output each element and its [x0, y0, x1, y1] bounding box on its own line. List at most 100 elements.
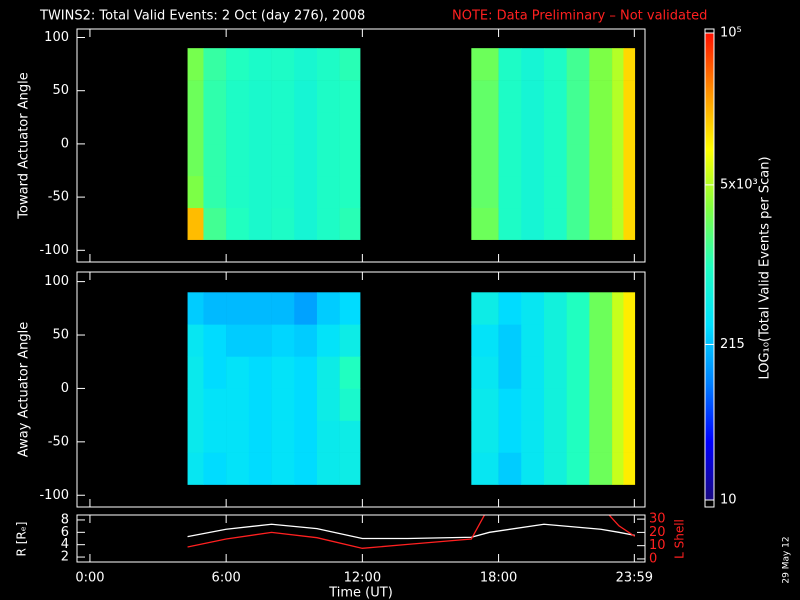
heatmap-cell [612, 143, 624, 177]
heatmap-cell [612, 80, 624, 113]
heatmap-cell [187, 207, 204, 240]
heatmap-cell [623, 207, 636, 240]
y-tick-label: 8 [61, 512, 69, 527]
heatmap-cell [623, 292, 636, 325]
heatmap-cell [612, 356, 624, 389]
y-tick-label: -100 [39, 488, 69, 503]
x-tick-label: 0:00 [75, 571, 104, 586]
heatmap-cell [226, 388, 250, 421]
heatmap-cell [471, 356, 499, 389]
heatmap-cell [471, 48, 499, 81]
heatmap-cell [521, 356, 545, 389]
x-axis-label: Time (UT) [328, 586, 393, 600]
heatmap-cell [471, 207, 499, 240]
heatmap-cell [316, 111, 340, 145]
heatmap-cell [203, 388, 227, 421]
y-tick-label: 30 [649, 512, 666, 527]
heatmap-cell [623, 48, 636, 81]
heatmap-cell [589, 111, 613, 145]
heatmap-cell [226, 80, 250, 113]
heatmap-cell [187, 452, 204, 485]
heatmap-cell [226, 111, 250, 145]
heatmap-cell [498, 207, 522, 240]
heatmap-cell [543, 388, 567, 421]
y2-axis-label: L Shell [673, 519, 687, 559]
panel-frame [76, 514, 646, 563]
note: NOTE: Data Preliminary – Not validated [452, 9, 707, 24]
heatmap-cell [226, 324, 250, 357]
heatmap-cell [226, 356, 250, 389]
heatmap-cell [589, 175, 613, 209]
heatmap-cell [521, 111, 545, 145]
y-axis-label: R [Rₑ] [15, 522, 29, 557]
heatmap-cell [203, 452, 227, 485]
panel-frame [76, 271, 646, 508]
heatmap-cell [612, 452, 624, 485]
heatmap-cell [543, 207, 567, 240]
heatmap-cell [566, 111, 590, 145]
heatmap-cell [471, 324, 499, 357]
heatmap-cell [521, 388, 545, 421]
y-tick-label: -100 [39, 243, 69, 258]
heatmap-cell [248, 324, 272, 357]
heatmap-cell [226, 420, 250, 453]
heatmap-cell [294, 356, 318, 389]
colorbar-frame [704, 28, 715, 508]
y-axis-label: Toward Actuator Angle [17, 72, 32, 219]
y-tick-label: 50 [52, 83, 69, 98]
heatmap-cell [316, 324, 340, 357]
heatmap-cell [471, 420, 499, 453]
heatmap-cell [294, 207, 318, 240]
heatmap-cell [316, 48, 340, 81]
heatmap-cell [187, 356, 204, 389]
x-tick-label: 6:00 [212, 571, 241, 586]
colorbar-tick-label: 215 [720, 337, 745, 352]
heatmap-cell [521, 207, 545, 240]
heatmap-cell [623, 420, 636, 453]
heatmap-cell [187, 388, 204, 421]
heatmap-cell [339, 324, 361, 357]
y-tick-label: 4 [61, 537, 69, 552]
y-tick-label: 0 [649, 551, 657, 566]
heatmap-cell [226, 292, 250, 325]
heatmap-cell [498, 388, 522, 421]
heatmap-cell [339, 420, 361, 453]
line-plot [187, 515, 636, 549]
heatmap-cell [203, 207, 227, 240]
heatmap-cell [623, 111, 636, 145]
x-tick-label: 12:00 [344, 571, 381, 586]
heatmap-cell [316, 80, 340, 113]
heatmap-cell [271, 356, 295, 389]
heatmap-cell [339, 175, 361, 209]
heatmap-cell [271, 111, 295, 145]
heatmap-cell [589, 452, 613, 485]
heatmap-cell [248, 388, 272, 421]
heatmap-cell [203, 356, 227, 389]
heatmap-cell [543, 111, 567, 145]
heatmap-cell [271, 324, 295, 357]
heatmap-cell [294, 420, 318, 453]
y-tick-label: 6 [61, 525, 69, 540]
y-tick-label: 0 [61, 136, 69, 151]
y-tick-label: 10 [649, 538, 666, 553]
heatmap-cell [471, 452, 499, 485]
heatmap-cell [612, 324, 624, 357]
heatmap-cell [294, 175, 318, 209]
heatmap-cell [226, 48, 250, 81]
heatmap-cell [316, 207, 340, 240]
heatmap-cell [203, 175, 227, 209]
heatmap-cell [248, 111, 272, 145]
y-tick-label: -50 [48, 434, 69, 449]
heatmap-cell [498, 292, 522, 325]
heatmap-cell [566, 80, 590, 113]
heatmap-cell [566, 452, 590, 485]
heatmap-cell [339, 207, 361, 240]
heatmap-cell [543, 420, 567, 453]
heatmap-cell [566, 324, 590, 357]
heatmap-cell [187, 420, 204, 453]
heatmap-cell [521, 420, 545, 453]
heatmap-cell [498, 48, 522, 81]
heatmap-cell [316, 143, 340, 177]
heatmap-cell [521, 48, 545, 81]
heatmap-cell [271, 175, 295, 209]
